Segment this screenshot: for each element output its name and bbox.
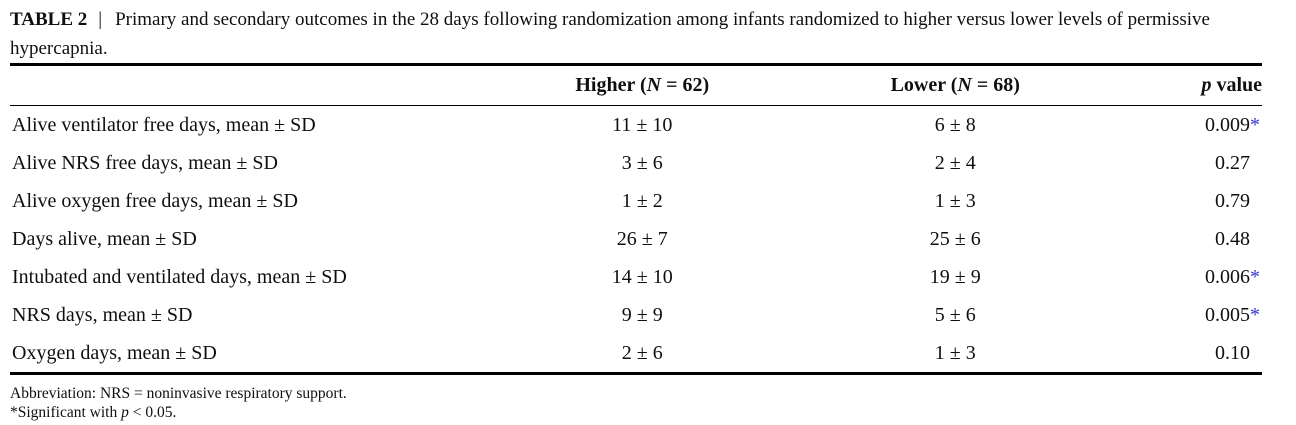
higher-value: 2 ± 6: [621, 341, 663, 364]
lower-value: 25 ± 6: [929, 227, 981, 250]
outcome-label: Alive oxygen free days, mean ± SD: [12, 189, 298, 212]
table-row: Alive oxygen free days, mean ± SD 1 ± 2 …: [10, 182, 1262, 220]
p-value-number: 0.005: [1205, 303, 1250, 326]
p-value-number: 0.79: [1215, 189, 1250, 212]
lower-column-header: Lower (N = 68): [799, 65, 1112, 106]
header-row: Higher (N = 62) Lower (N = 68) p value: [10, 65, 1262, 106]
p-header-rest: value: [1211, 73, 1262, 96]
lower-value: 6 ± 8: [934, 113, 976, 136]
table-row: Intubated and ventilated days, mean ± SD…: [10, 258, 1262, 296]
significance-star: *: [1250, 265, 1260, 288]
outcomes-table: Higher (N = 62) Lower (N = 68) p value A…: [10, 63, 1262, 375]
outcome-label: Alive ventilator free days, mean ± SD: [12, 113, 316, 136]
significance-star: *: [1250, 303, 1260, 326]
higher-value: 9 ± 9: [621, 303, 663, 326]
outcome-label: Alive NRS free days, mean ± SD: [12, 151, 278, 174]
higher-value: 3 ± 6: [621, 151, 663, 174]
lower-header-prefix: Lower (: [890, 73, 958, 96]
p-value-cell: 0.006*: [1112, 258, 1262, 296]
table-caption: TABLE 2 | Primary and secondary outcomes i…: [10, 5, 1272, 63]
p-value-number: 0.006: [1205, 265, 1250, 288]
table-row: NRS days, mean ± SD 9 ± 9 5 ± 6 0.005*: [10, 296, 1262, 334]
caption-separator: |: [98, 9, 103, 30]
higher-value: 26 ± 7: [616, 227, 668, 250]
significance-note-prefix: *Significant with: [10, 404, 122, 421]
outcome-label: Intubated and ventilated days, mean ± SD: [12, 265, 347, 288]
higher-header-prefix: Higher (: [575, 73, 647, 96]
table-footnotes: Abbreviation: NRS = noninvasive respirat…: [10, 384, 1286, 422]
p-value-column-header: p value: [1112, 65, 1262, 106]
higher-value: 11 ± 10: [612, 113, 673, 136]
higher-value: 14 ± 10: [611, 265, 673, 288]
abbreviation-note: Abbreviation: NRS = noninvasive respirat…: [10, 385, 347, 402]
outcome-column-header: [10, 65, 486, 106]
significance-note-p: p: [121, 404, 129, 421]
p-value-number: 0.48: [1215, 227, 1250, 250]
p-value-cell: 0.48: [1112, 220, 1262, 258]
table-row: Days alive, mean ± SD 26 ± 7 25 ± 6 0.48: [10, 220, 1262, 258]
higher-value: 1 ± 2: [621, 189, 663, 212]
table-row: Alive NRS free days, mean ± SD 3 ± 6 2 ±…: [10, 144, 1262, 182]
table-row: Alive ventilator free days, mean ± SD 11…: [10, 106, 1262, 145]
significance-star: *: [1250, 113, 1260, 136]
p-value-cell: 0.10: [1112, 334, 1262, 374]
lower-header-n: N: [957, 73, 972, 96]
p-header-italic: p: [1201, 73, 1212, 96]
p-value-number: 0.009: [1205, 113, 1250, 136]
table-row: Oxygen days, mean ± SD 2 ± 6 1 ± 3 0.10: [10, 334, 1262, 374]
p-value-number: 0.10: [1215, 341, 1250, 364]
higher-header-suffix: = 62): [661, 73, 710, 96]
lower-value: 1 ± 3: [934, 189, 976, 212]
lower-value: 1 ± 3: [934, 341, 976, 364]
higher-column-header: Higher (N = 62): [486, 65, 799, 106]
p-value-number: 0.27: [1215, 151, 1250, 174]
table-number-label: TABLE 2: [10, 9, 88, 30]
table-body: Alive ventilator free days, mean ± SD 11…: [10, 106, 1262, 374]
p-value-cell: 0.27: [1112, 144, 1262, 182]
higher-header-n: N: [646, 73, 662, 96]
lower-value: 5 ± 6: [934, 303, 976, 326]
lower-header-suffix: = 68): [971, 73, 1020, 96]
lower-value: 2 ± 4: [934, 151, 976, 174]
significance-note: *Significant with p < 0.05.: [10, 403, 1286, 422]
significance-note-rest: < 0.05.: [128, 404, 177, 421]
outcome-label: NRS days, mean ± SD: [12, 303, 193, 326]
p-value-cell: 0.009*: [1112, 106, 1262, 145]
table-header: Higher (N = 62) Lower (N = 68) p value: [10, 65, 1262, 106]
outcome-label: Oxygen days, mean ± SD: [12, 341, 217, 364]
p-value-cell: 0.79: [1112, 182, 1262, 220]
caption-text: Primary and secondary outcomes in the 28…: [10, 9, 1210, 59]
p-value-cell: 0.005*: [1112, 296, 1262, 334]
lower-value: 19 ± 9: [929, 265, 981, 288]
outcome-label: Days alive, mean ± SD: [12, 227, 197, 250]
